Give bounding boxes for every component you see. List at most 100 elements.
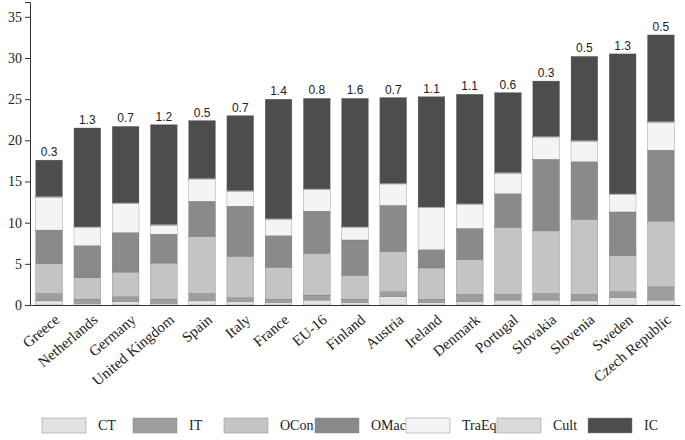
legend-swatch bbox=[588, 418, 632, 433]
bar-segment bbox=[303, 300, 330, 305]
bar-segment bbox=[303, 211, 330, 253]
y-tick-mark bbox=[25, 99, 30, 100]
bar-segment bbox=[418, 250, 445, 268]
bar-segment bbox=[380, 184, 407, 205]
bar-segment bbox=[36, 160, 63, 196]
x-tick: Czech Republic bbox=[591, 311, 675, 385]
bar-annotation: 1.3 bbox=[614, 39, 631, 53]
bar-segment bbox=[609, 256, 636, 292]
legend-label: IC bbox=[644, 418, 658, 433]
x-axis-line bbox=[31, 305, 681, 306]
bar-segment bbox=[418, 97, 445, 207]
bar-segment bbox=[265, 299, 292, 302]
bar-segment bbox=[533, 159, 560, 231]
bar-segment bbox=[150, 303, 177, 305]
x-tick-label: Spain bbox=[179, 311, 216, 346]
bar-segment bbox=[648, 150, 675, 221]
y-tick-label: 20 bbox=[8, 133, 22, 148]
bar-segment bbox=[533, 293, 560, 300]
x-axis: GreeceNetherlandsGermanyUnited KingdomSp… bbox=[20, 306, 681, 389]
bar-segment bbox=[265, 219, 292, 235]
bar-segment bbox=[495, 194, 522, 228]
bar-segment bbox=[74, 278, 101, 299]
y-tick-label: 10 bbox=[8, 216, 22, 231]
bar-annotation: 0.5 bbox=[194, 106, 211, 120]
bar-segment bbox=[533, 137, 560, 159]
bar-annotation: 0.7 bbox=[117, 111, 134, 125]
x-tick-label: Italy bbox=[222, 311, 254, 341]
bar-segment bbox=[533, 231, 560, 294]
y-tick: 15 bbox=[8, 174, 30, 189]
bar-segment bbox=[418, 299, 445, 302]
bar-segment bbox=[456, 302, 483, 305]
y-axis-line bbox=[25, 3, 31, 306]
bar-segment bbox=[380, 251, 407, 291]
bar-annotation: 0.7 bbox=[232, 101, 249, 115]
legend-item: OMach bbox=[315, 418, 413, 433]
bar-segment bbox=[265, 303, 292, 305]
bar-segment bbox=[36, 197, 63, 230]
bar-segment bbox=[303, 190, 330, 211]
bar-segment bbox=[456, 205, 483, 229]
bar-segment bbox=[571, 56, 598, 140]
x-tick-label: Slovenia bbox=[547, 311, 598, 357]
y-tick-label: 25 bbox=[8, 92, 22, 107]
bar-segment bbox=[456, 294, 483, 301]
bar-segment bbox=[150, 125, 177, 225]
bar-segment bbox=[571, 219, 598, 294]
y-tick-label: 5 bbox=[15, 257, 22, 272]
legend-swatch bbox=[224, 418, 268, 433]
x-tick-label: United Kingdom bbox=[89, 311, 177, 389]
y-tick-mark bbox=[25, 58, 30, 59]
bar-segment bbox=[265, 236, 292, 267]
x-tick: Italy bbox=[222, 311, 254, 341]
y-tick-mark bbox=[25, 264, 30, 265]
legend-swatch bbox=[406, 418, 450, 433]
y-tick-label: 35 bbox=[8, 10, 22, 25]
legend-item: Cult bbox=[497, 418, 577, 433]
bar-segment bbox=[342, 275, 369, 299]
bar-segment bbox=[380, 297, 407, 305]
x-tick: Slovenia bbox=[547, 311, 598, 357]
x-tick-label: Austria bbox=[362, 311, 406, 352]
bar-segment bbox=[74, 228, 101, 246]
x-tick-label: Finland bbox=[323, 311, 369, 353]
bar-segment bbox=[495, 93, 522, 173]
x-tick-label: Czech Republic bbox=[591, 311, 675, 385]
bar-segment bbox=[189, 121, 216, 179]
y-tick: 0 bbox=[15, 298, 30, 313]
bar-segment bbox=[571, 141, 598, 162]
series-6 bbox=[36, 35, 675, 227]
bar-annotation: 0.3 bbox=[538, 66, 555, 80]
bar-segment bbox=[342, 303, 369, 305]
bar-segment bbox=[609, 298, 636, 305]
y-tick: 35 bbox=[8, 10, 30, 25]
bar-segment bbox=[189, 179, 216, 201]
bar-segment bbox=[533, 300, 560, 305]
y-tick-label: 15 bbox=[8, 174, 22, 189]
bar-segment bbox=[36, 293, 63, 300]
x-tick: United Kingdom bbox=[89, 311, 177, 389]
y-tick: 10 bbox=[8, 216, 30, 231]
legend-label: CT bbox=[98, 418, 116, 433]
y-tick-mark bbox=[25, 181, 30, 182]
bar-annotation: 0.7 bbox=[385, 83, 402, 97]
legend-item: TraEq bbox=[406, 418, 497, 433]
bar-segment bbox=[74, 246, 101, 278]
y-tick-label: 30 bbox=[8, 51, 22, 66]
bar-segment bbox=[571, 301, 598, 305]
bar-segment bbox=[189, 301, 216, 305]
bar-segment bbox=[648, 287, 675, 300]
bar-segment bbox=[648, 35, 675, 121]
bar-segment bbox=[609, 195, 636, 212]
bar-annotation: 0.8 bbox=[308, 83, 325, 97]
legend-item: IT bbox=[133, 418, 203, 433]
bar-segment bbox=[456, 228, 483, 259]
bar-segment bbox=[227, 256, 254, 297]
legend-item: IC bbox=[588, 418, 658, 433]
y-tick: 20 bbox=[8, 133, 30, 148]
bar-segment bbox=[189, 293, 216, 300]
bar-segment bbox=[227, 206, 254, 256]
bar-annotation: 1.6 bbox=[347, 83, 364, 97]
bar-segment bbox=[495, 173, 522, 194]
